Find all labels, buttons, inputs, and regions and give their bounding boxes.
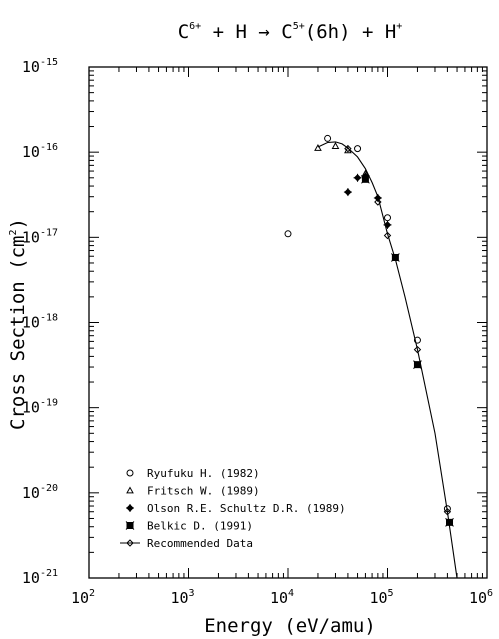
data-point [354,145,362,153]
legend-marker [126,504,134,512]
legend-label: Olson R.E. Schultz D.R. (1989) [147,502,346,515]
y-tick-label: 10-16 [22,142,58,161]
plot-axes [88,66,488,579]
x-tick-label: 102 [71,588,95,607]
y-tick-label: 10-15 [22,57,58,76]
legend-label: Belkic D. (1991) [147,520,253,533]
data-point [445,518,454,527]
y-tick-label: 10-20 [22,483,58,502]
data-point [343,188,352,197]
data-point [384,214,391,222]
data-point [353,173,362,182]
tick-labels: 102 103 104 105 106 10-21 10-20 10-19 10-18 10-17… [22,57,493,607]
data-point [383,220,392,229]
x-tick-label: 104 [270,588,294,607]
legend-marker [126,486,134,494]
data-point [443,505,451,513]
legend-item: Fritsch W. (1989) [126,485,260,498]
recommended-line [317,141,458,579]
legend-item: Recommended Data [120,537,253,550]
legend: Ryufuku H. (1982) Fritsch W. (1989) Olson … [120,467,346,550]
legend-label: Fritsch W. (1989) [147,485,260,498]
data-point [391,253,400,262]
y-tick-label: 10-18 [22,313,58,332]
data-point [373,193,382,202]
y-tick-label: 10-19 [22,398,58,417]
legend-label: Ryufuku H. (1982) [147,467,260,480]
y-tick-label: 10-17 [22,227,58,246]
data-point [344,144,352,153]
data-point [361,174,370,184]
x-axis-label: Energy (eV/amu) [204,615,376,637]
y-axis-label: Cross Section (cm2) [7,218,29,430]
legend-item: Belkic D. (1991) [125,520,253,533]
data-point [324,134,332,142]
data-point [383,231,392,240]
legend-item: Ryufuku H. (1982) [126,467,260,480]
x-tick-label: 106 [469,588,493,607]
data-markers [284,134,454,527]
legend-marker [126,539,134,547]
data-point [314,143,322,151]
x-tick-label: 103 [170,588,194,607]
data-point [413,360,422,369]
recommended-curve [317,141,458,579]
data-point [443,508,452,516]
data-point [413,345,422,354]
x-tick-label: 105 [369,588,393,607]
chart-title: C6+ + H → C5+(6h) + H+ [178,21,403,43]
data-point [331,142,340,149]
data-point [374,198,382,206]
legend-label: Recommended Data [147,537,253,550]
legend-marker [126,469,134,477]
legend-item: Olson R.E. Schultz D.R. (1989) [126,502,346,515]
data-point [413,336,421,344]
legend-marker [125,521,135,530]
y-tick-label: 10-21 [22,568,58,587]
data-point [284,230,292,238]
